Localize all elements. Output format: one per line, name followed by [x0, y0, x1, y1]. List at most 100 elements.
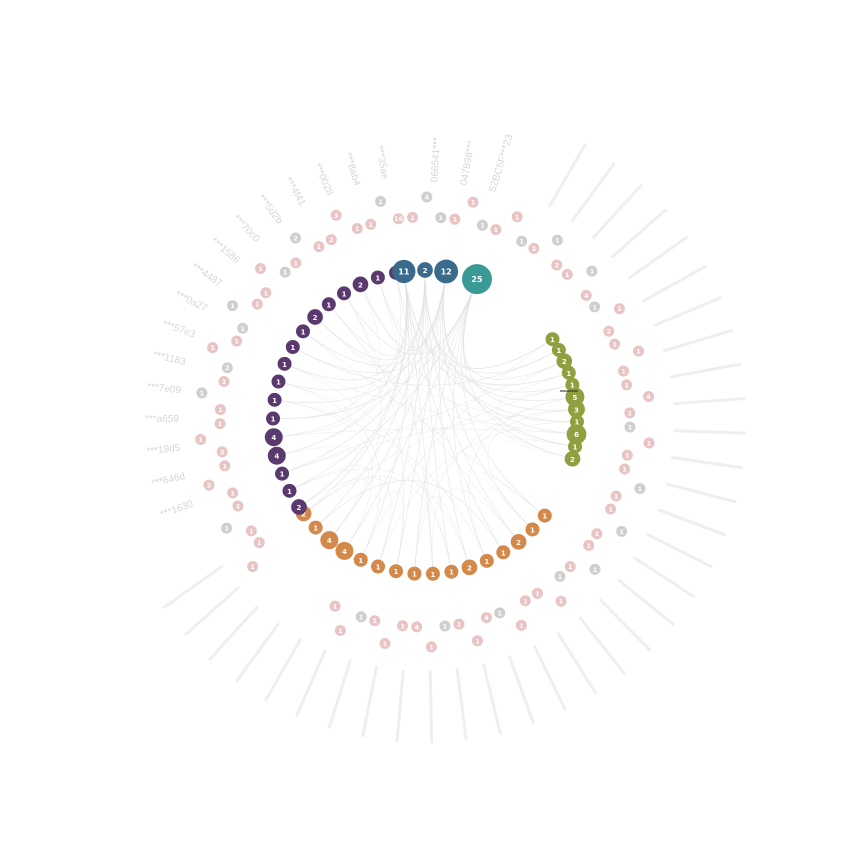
- outer-badge[interactable]: 2: [551, 259, 563, 271]
- outer-badge[interactable]: 1: [219, 460, 231, 472]
- outer-badge[interactable]: 1: [476, 219, 488, 231]
- inner-node-orange[interactable]: 1: [353, 552, 368, 567]
- inner-node-blue[interactable]: 11: [392, 259, 416, 284]
- outer-badge[interactable]: 1: [589, 563, 601, 575]
- inner-node-purple[interactable]: 1: [277, 356, 292, 371]
- inner-node-purple[interactable]: 4: [264, 428, 283, 447]
- outer-badge[interactable]: 2: [325, 234, 337, 246]
- outer-badge[interactable]: 1: [227, 487, 239, 499]
- outer-badge[interactable]: 1: [583, 539, 595, 551]
- outer-badge[interactable]: 2: [603, 325, 615, 337]
- outer-badge[interactable]: 4: [480, 612, 492, 624]
- outer-badge[interactable]: 1: [237, 322, 249, 334]
- inner-node-olive[interactable]: 1: [551, 342, 566, 357]
- outer-badge[interactable]: 1: [619, 463, 631, 475]
- outer-badge[interactable]: 1: [555, 595, 567, 607]
- inner-node-orange[interactable]: 4: [320, 531, 339, 550]
- outer-badge[interactable]: 1: [494, 607, 506, 619]
- inner-node-blue[interactable]: 2: [417, 262, 433, 278]
- outer-badge[interactable]: 16: [392, 213, 404, 225]
- outer-badge[interactable]: 1: [226, 300, 238, 312]
- inner-node-purple[interactable]: 2: [307, 309, 323, 325]
- outer-badge[interactable]: 1: [253, 537, 265, 549]
- outer-badge[interactable]: 1: [613, 303, 625, 315]
- outer-badge[interactable]: 1: [218, 375, 230, 387]
- outer-badge[interactable]: 1: [334, 624, 346, 636]
- inner-node-orange[interactable]: 1: [425, 566, 440, 581]
- inner-node-purple[interactable]: 4: [267, 446, 286, 465]
- outer-badge[interactable]: 2: [290, 232, 302, 244]
- outer-badge[interactable]: 1: [375, 195, 387, 207]
- inner-node-olive[interactable]: 6: [566, 424, 587, 445]
- outer-badge[interactable]: 4: [421, 191, 433, 203]
- inner-node-orange[interactable]: 2: [461, 559, 478, 576]
- outer-badge[interactable]: 1: [365, 218, 377, 230]
- outer-badge[interactable]: 1: [369, 615, 381, 627]
- inner-node-purple[interactable]: 1: [271, 374, 286, 389]
- inner-node-purple[interactable]: 1: [296, 324, 311, 339]
- outer-badge[interactable]: 1: [207, 342, 219, 354]
- outer-badge[interactable]: 1: [624, 407, 636, 419]
- outer-badge[interactable]: 1: [279, 266, 291, 278]
- outer-badge[interactable]: 2: [221, 362, 233, 374]
- outer-badge[interactable]: 1: [643, 437, 655, 449]
- inner-node-orange[interactable]: 4: [335, 541, 354, 560]
- outer-badge[interactable]: 1: [247, 561, 259, 573]
- outer-badge[interactable]: 1: [564, 561, 576, 573]
- inner-node-purple[interactable]: 1: [321, 297, 336, 312]
- outer-badge[interactable]: 1: [221, 522, 233, 534]
- outer-badge[interactable]: 1: [551, 234, 563, 246]
- outer-badge[interactable]: 1: [397, 620, 409, 632]
- outer-badge[interactable]: 1: [621, 379, 633, 391]
- outer-badge[interactable]: 1: [616, 525, 628, 537]
- outer-badge[interactable]: 1: [407, 211, 419, 223]
- outer-badge[interactable]: 1: [195, 433, 207, 445]
- inner-node-purple[interactable]: 1: [370, 270, 385, 285]
- inner-node-olive[interactable]: 1: [545, 332, 560, 347]
- outer-badge[interactable]: 1: [245, 525, 257, 537]
- outer-badge[interactable]: 1: [609, 338, 621, 350]
- outer-badge[interactable]: 3: [216, 446, 228, 458]
- outer-badge[interactable]: 1: [255, 262, 267, 274]
- inner-node-olive[interactable]: 2: [564, 450, 581, 467]
- outer-badge[interactable]: 1: [351, 223, 363, 235]
- outer-badge[interactable]: 1: [634, 483, 646, 495]
- outer-badge[interactable]: 1: [531, 587, 543, 599]
- inner-node-orange[interactable]: 1: [479, 553, 494, 568]
- inner-node-purple[interactable]: 1: [266, 411, 281, 426]
- inner-node-olive[interactable]: 2: [556, 353, 573, 369]
- inner-node-purple[interactable]: 2: [291, 499, 307, 515]
- outer-badge[interactable]: 1: [511, 211, 523, 223]
- outer-badge[interactable]: 1: [435, 212, 447, 224]
- outer-badge[interactable]: 1: [425, 641, 437, 653]
- inner-node-orange[interactable]: 1: [308, 520, 323, 535]
- inner-node-orange[interactable]: 1: [388, 564, 403, 579]
- outer-badge[interactable]: 1: [561, 268, 573, 280]
- outer-badge[interactable]: 1: [591, 528, 603, 540]
- outer-badge[interactable]: 1: [633, 345, 645, 357]
- outer-badge[interactable]: 1: [618, 365, 630, 377]
- inner-node-purple[interactable]: 2: [352, 276, 369, 293]
- outer-badge[interactable]: 2: [203, 479, 215, 491]
- outer-badge[interactable]: 1: [490, 224, 502, 236]
- outer-badge[interactable]: 1: [515, 619, 527, 631]
- inner-node-blue[interactable]: 12: [434, 259, 459, 284]
- inner-node-orange[interactable]: 2: [510, 533, 527, 550]
- inner-node-olive[interactable]: 1: [561, 365, 576, 380]
- inner-node-purple[interactable]: 1: [337, 286, 352, 301]
- outer-badge[interactable]: 4: [580, 289, 592, 301]
- outer-badge[interactable]: 1: [605, 503, 617, 515]
- outer-badge[interactable]: 1: [214, 418, 226, 430]
- outer-badge[interactable]: 1: [621, 449, 633, 461]
- outer-badge[interactable]: 1: [355, 611, 367, 623]
- outer-badge[interactable]: 3: [330, 209, 342, 221]
- inner-node-olive[interactable]: 3: [568, 400, 585, 418]
- outer-badge[interactable]: 1: [231, 335, 243, 347]
- inner-node-orange[interactable]: 1: [407, 566, 422, 581]
- outer-badge[interactable]: 1: [516, 235, 528, 247]
- inner-node-purple[interactable]: 1: [285, 340, 300, 355]
- outer-badge[interactable]: 1: [624, 421, 636, 433]
- outer-badge[interactable]: 1: [251, 298, 263, 310]
- outer-badge[interactable]: 4: [411, 621, 423, 633]
- inner-node-purple[interactable]: 1: [267, 392, 282, 407]
